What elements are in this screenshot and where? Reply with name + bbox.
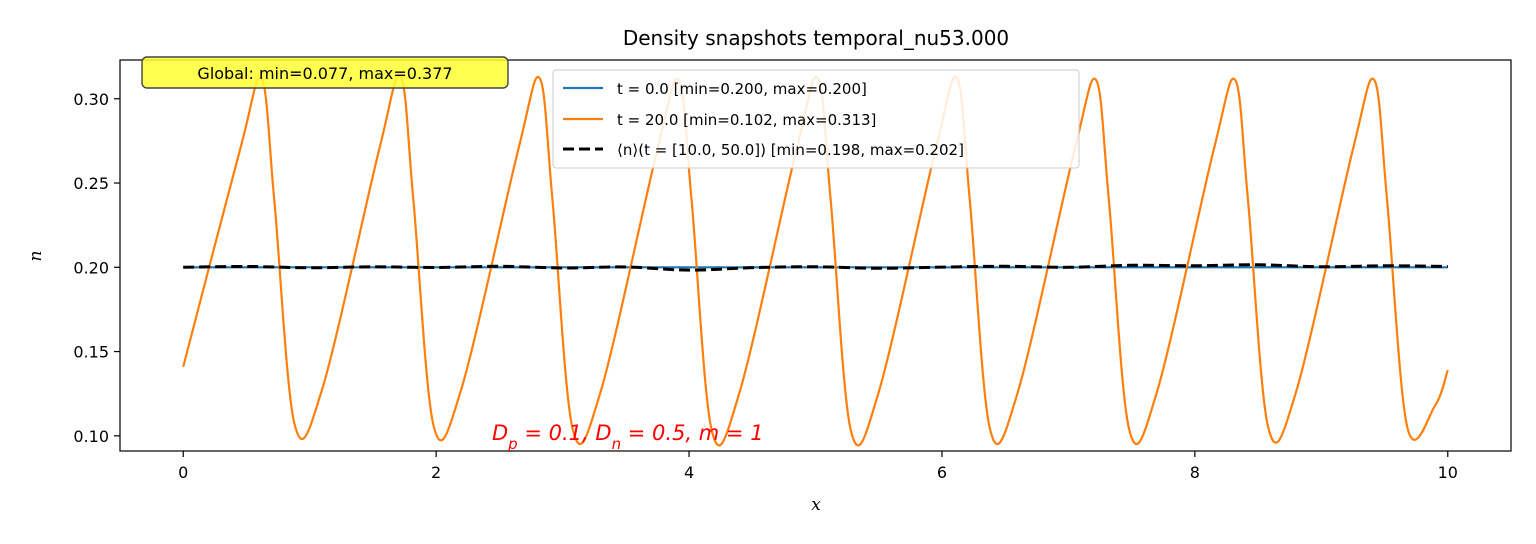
series-line-mean	[183, 263, 1448, 272]
legend-label-t20: t = 20.0 [min=0.102, max=0.313]	[617, 111, 876, 129]
x-tick-label: 4	[684, 463, 694, 482]
legend: t = 0.0 [min=0.200, max=0.200] t = 20.0 …	[552, 69, 1080, 169]
y-tick-label: 0.25	[73, 174, 109, 193]
y-tick-label: 0.20	[73, 258, 109, 277]
y-tick-label: 0.10	[73, 427, 109, 446]
y-axis-ticks: 0.10 0.15 0.20 0.25 0.30	[73, 90, 120, 446]
series-layer	[182, 74, 1449, 447]
chart-title: Density snapshots temporal_nu53.000	[623, 26, 1009, 50]
x-tick-label: 2	[431, 463, 441, 482]
global-annotation: Global: min=0.077, max=0.377	[141, 56, 509, 89]
y-axis-label: n	[26, 251, 46, 262]
x-axis-ticks: 0 2 4 6 8 10	[178, 451, 1458, 482]
legend-label-t0: t = 0.0 [min=0.200, max=0.200]	[617, 80, 867, 98]
series-line-t20	[182, 74, 1449, 447]
x-axis-label: x	[811, 495, 821, 515]
y-tick-label: 0.15	[73, 343, 109, 362]
x-tick-label: 10	[1438, 463, 1458, 482]
param-annotation: Dp = 0.1, Dn = 0.5, m = 1	[492, 421, 764, 453]
x-tick-label: 0	[178, 463, 188, 482]
global-annotation-box	[141, 56, 509, 89]
x-tick-label: 8	[1190, 463, 1200, 482]
legend-box	[552, 69, 1080, 169]
global-annotation-text: Global: min=0.077, max=0.377	[197, 64, 452, 83]
legend-label-mean: ⟨n⟩(t = [10.0, 50.0]) [min=0.198, max=0.…	[617, 141, 964, 159]
x-tick-label: 6	[937, 463, 947, 482]
plot-frame	[119, 59, 1512, 452]
y-tick-label: 0.30	[73, 90, 109, 109]
